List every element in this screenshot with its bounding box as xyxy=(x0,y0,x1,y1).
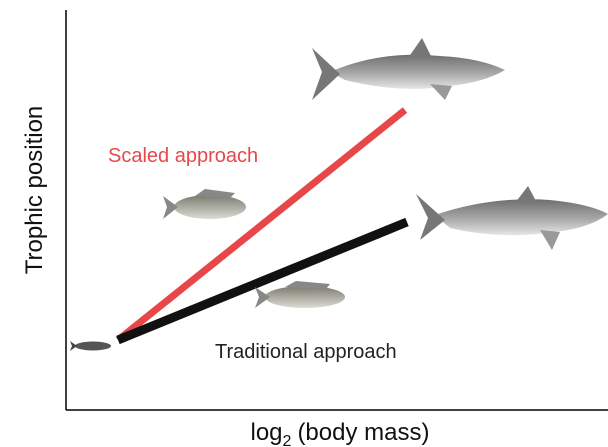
shark-icon xyxy=(416,186,608,250)
annotation: Scaled approach xyxy=(108,145,258,167)
scaled-line xyxy=(115,107,408,343)
annotation: Traditional approach xyxy=(215,341,397,363)
x-axis-label-subscript: 2 xyxy=(283,433,292,447)
y-axis-label: Trophic position xyxy=(21,106,48,275)
cod-icon xyxy=(255,281,345,308)
x-axis-label-rest: (body mass) xyxy=(297,419,429,446)
cod-icon xyxy=(163,189,246,219)
x-axis-label-base: log xyxy=(251,419,283,446)
small-fish-icon xyxy=(70,341,111,351)
shark-icon xyxy=(312,38,505,100)
traditional-line xyxy=(116,217,409,345)
x-axis-label: log2 (body mass) xyxy=(251,419,430,447)
